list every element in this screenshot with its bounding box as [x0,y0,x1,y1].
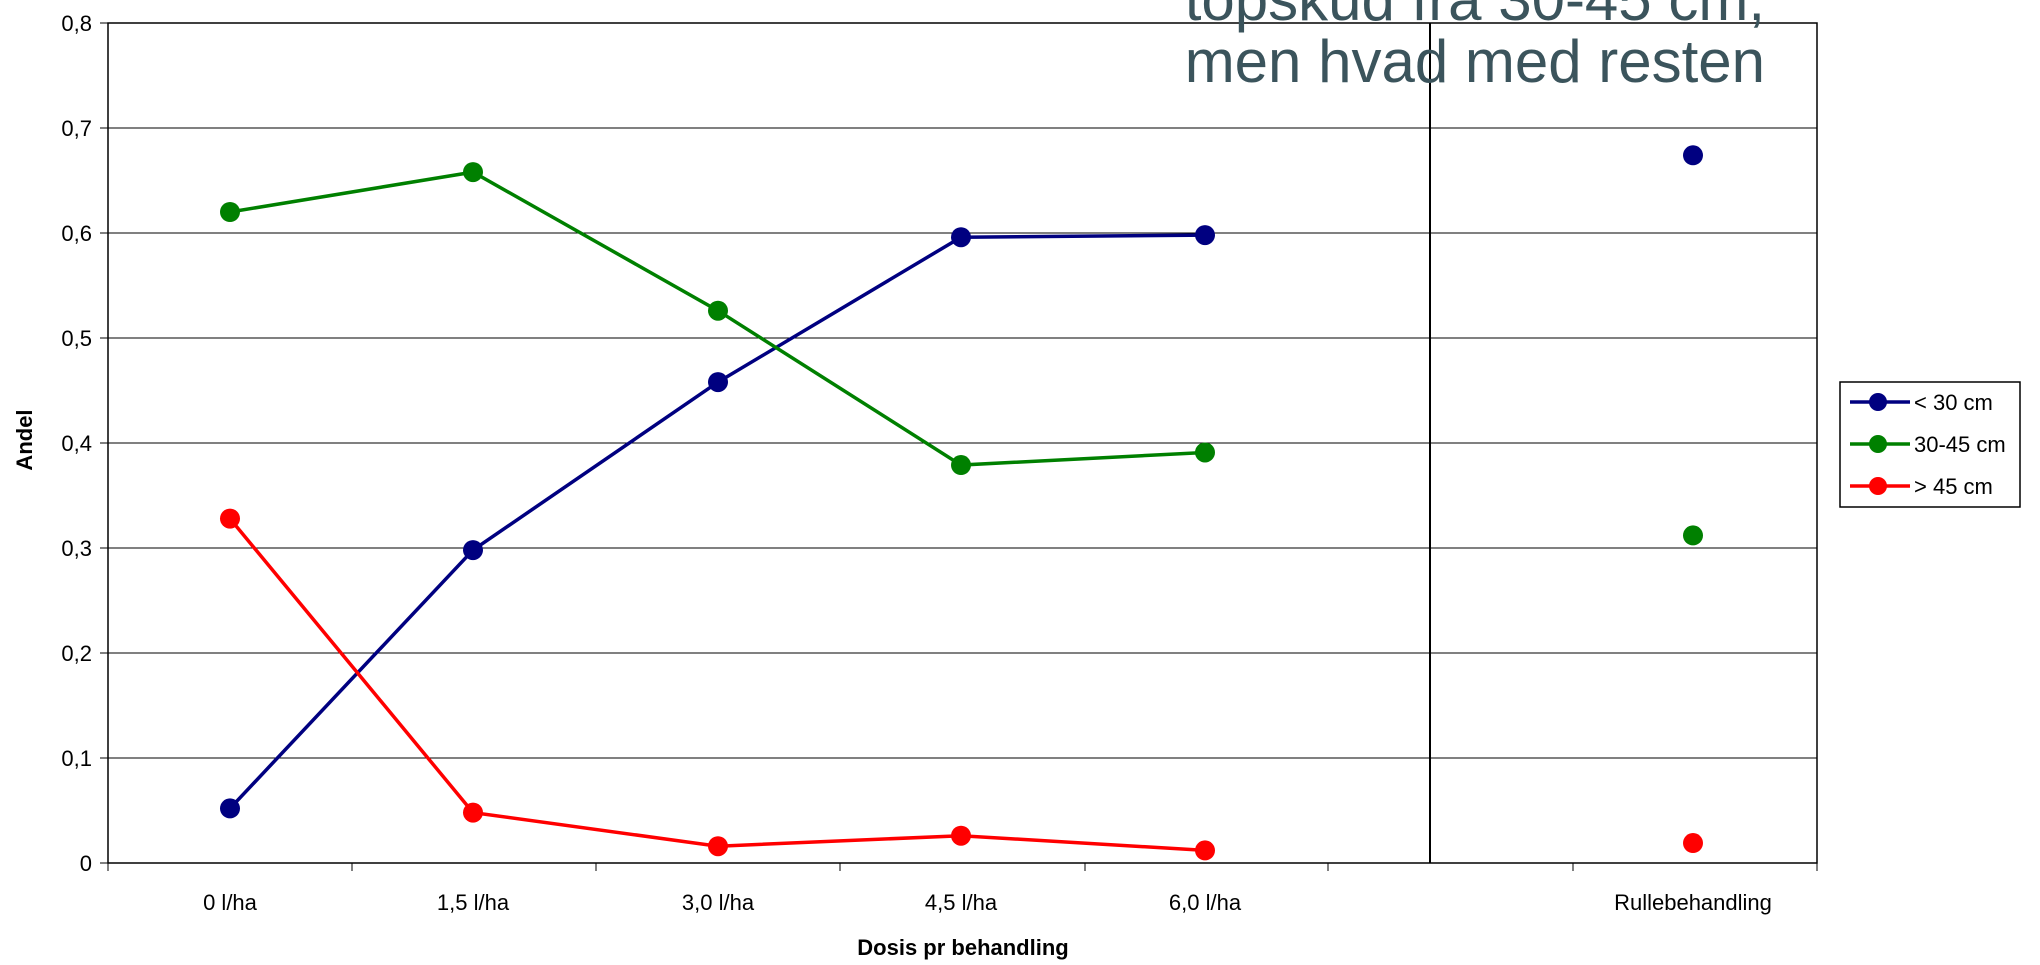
data-point [1195,840,1215,861]
series-lines [220,145,1703,861]
legend: < 30 cm 30-45 cm > 45 cm [1839,381,2021,508]
data-point [1683,833,1703,854]
x-tick-label: 6,0 l/ha [1169,890,1242,915]
legend-label-0: < 30 cm [1914,390,1993,415]
legend-marker-0 [1869,393,1887,411]
data-point [1683,525,1703,546]
data-point [708,300,728,321]
data-point [951,825,971,846]
x-tick-label: Rullebehandling [1614,890,1772,915]
series-line-0 [228,233,1206,810]
data-point [951,455,971,476]
data-point [708,836,728,857]
data-point [220,508,240,529]
data-point [220,798,240,819]
data-point [708,372,728,393]
chart-title: topskud fra 30-45 cm, men hvad med reste… [1185,0,1765,95]
legend-marker-2 [1869,477,1887,495]
data-point [220,202,240,222]
data-point [1195,442,1215,463]
gridlines [108,22,1817,864]
axes: 0 0,1 0,2 0,3 0,4 0,5 0,6 0,7 0,8 0 l/ha 1,5 l/ha 3… [61,11,1818,915]
data-point [463,540,483,561]
chart-title-line-2: men hvad med resten [1185,28,1765,95]
data-point [951,227,971,248]
y-tick-label: 0,5 [61,326,92,351]
legend-marker-1 [1869,435,1887,453]
chart-title-line-1: topskud fra 30-45 cm, [1185,0,1765,33]
x-tick-label: 3,0 l/ha [682,890,755,915]
x-tick-label: 0 l/ha [203,890,258,915]
x-axis-label: Dosis pr behandling [857,935,1068,960]
y-tick-label: 0,4 [61,431,92,456]
x-tick-label: 4,5 l/ha [925,890,998,915]
data-point [463,802,483,823]
y-axis-label: Andel [12,409,37,470]
data-point [1195,225,1215,246]
data-point [1683,145,1703,166]
y-tick-label: 0,2 [61,641,92,666]
y-tick-label: 0 [80,851,92,876]
data-point [463,162,483,183]
legend-label-2: > 45 cm [1914,474,1993,499]
y-tick-label: 0,6 [61,221,92,246]
y-tick-label: 0,3 [61,536,92,561]
plot-border [107,22,1818,864]
x-tick-label: 1,5 l/ha [437,890,510,915]
y-tick-label: 0,8 [61,11,92,36]
legend-label-1: 30-45 cm [1914,432,2006,457]
series-line-2 [228,517,1206,853]
y-tick-label: 0,7 [61,116,92,141]
y-tick-label: 0,1 [61,746,92,771]
